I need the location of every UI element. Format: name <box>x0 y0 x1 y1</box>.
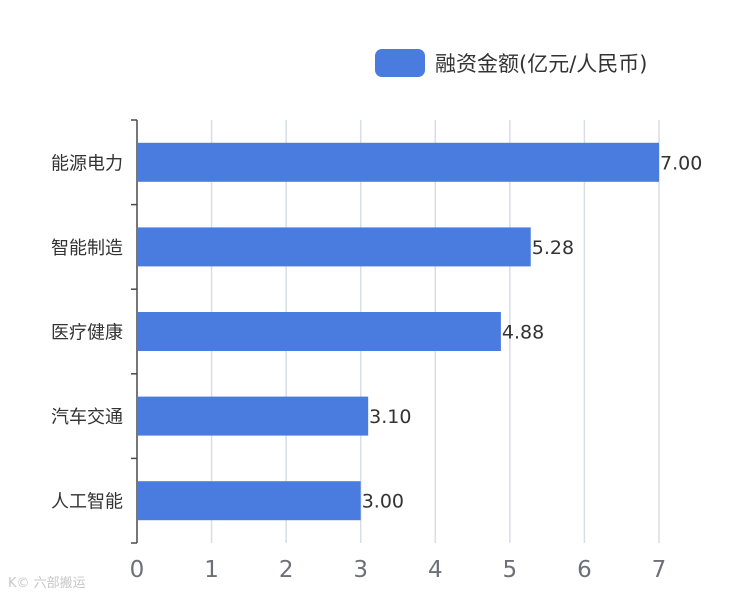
x-tick-label-4: 4 <box>428 557 443 583</box>
x-tick-label-3: 3 <box>353 557 368 583</box>
x-tick-label-0: 0 <box>130 557 145 583</box>
x-tick-label-7: 7 <box>652 557 667 583</box>
value-label-1: 5.28 <box>532 237 574 259</box>
x-tick-label-6: 6 <box>577 557 592 583</box>
bar-4[interactable] <box>137 481 361 521</box>
x-tick-label-1: 1 <box>204 557 219 583</box>
bar-2[interactable] <box>137 312 501 351</box>
category-label-3: 汽车交通 <box>51 407 123 428</box>
legend[interactable]: 融资金额(亿元/人民币) <box>375 48 647 78</box>
bar-1[interactable] <box>137 227 531 267</box>
category-label-0: 能源电力 <box>51 153 123 174</box>
x-tick-label-2: 2 <box>279 557 294 583</box>
category-label-1: 智能制造 <box>51 238 123 259</box>
value-label-2: 4.88 <box>502 322 544 344</box>
bar-0[interactable] <box>137 142 659 182</box>
value-label-4: 3.00 <box>362 491 404 513</box>
legend-label: 融资金额(亿元/人民币) <box>435 52 648 76</box>
bar-3[interactable] <box>137 396 369 436</box>
value-label-0: 7.00 <box>660 152 702 174</box>
value-label-3: 3.10 <box>369 406 411 428</box>
category-label-4: 人工智能 <box>51 492 123 513</box>
category-label-2: 医疗健康 <box>51 323 123 344</box>
x-tick-label-5: 5 <box>503 557 518 583</box>
watermark: K© 六部搬运 <box>8 576 86 591</box>
legend-swatch <box>375 49 425 77</box>
